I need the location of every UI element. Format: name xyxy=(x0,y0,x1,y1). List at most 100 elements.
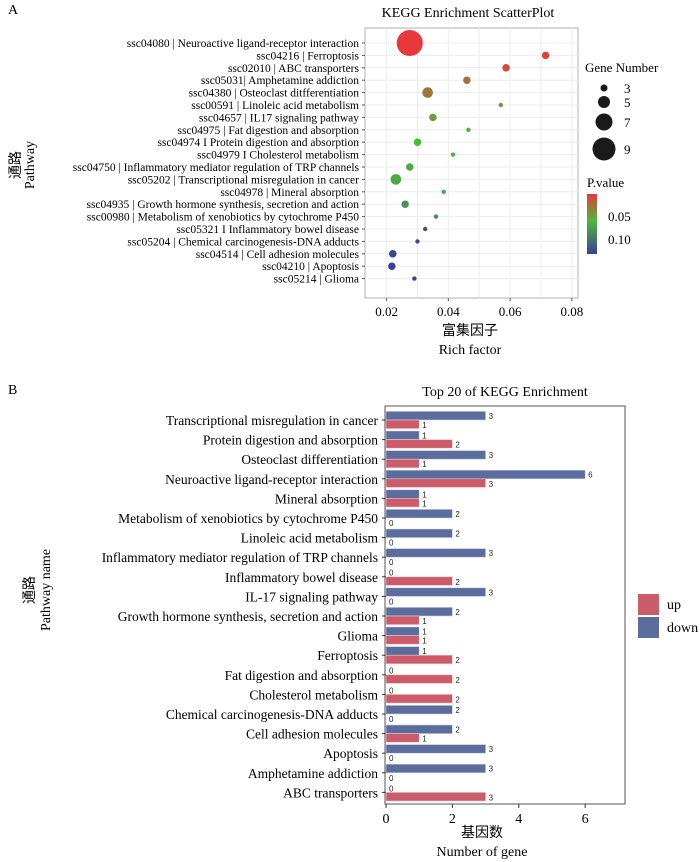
size-legend-label: 5 xyxy=(624,95,631,110)
scatter-y-tick-label: ssc02010 | ABC transporters xyxy=(228,63,360,75)
bar-y-tick-label: Neuroactive ligand-receptor interaction xyxy=(165,472,378,487)
scatter-y-axis-title: 通路 Pathway xyxy=(8,141,38,189)
scatter-point xyxy=(401,200,409,208)
legend-label-down: down xyxy=(667,621,698,636)
scatter-point xyxy=(502,64,510,72)
scatter-y-tick-label: ssc00591 | Linoleic acid metabolism xyxy=(191,100,359,112)
scatter-point xyxy=(406,163,414,171)
bar-down xyxy=(385,509,453,519)
bar-up xyxy=(385,458,420,469)
bar-up xyxy=(385,694,453,704)
bar-plot-area: Transcriptional misregulation in cancer P… xyxy=(102,405,626,827)
scatter-xlabel: Rich factor xyxy=(439,343,502,358)
scatter-y-tick-label: ssc00980 | Metabolism of xenobiotics by … xyxy=(87,212,359,224)
bar-down-value-label: 1 xyxy=(422,490,427,499)
bar-down-value-label: 0 xyxy=(389,569,394,578)
scatter-y-tick-label: ssc04975 | Fat digestion and absorption xyxy=(178,125,360,137)
scatter-point xyxy=(466,127,471,132)
bar-y-tick-label: Osteoclast differentiation xyxy=(241,452,378,467)
bar-down xyxy=(385,744,486,754)
scatter-xlabel-cn: 富集因子 xyxy=(442,322,498,339)
bar-up-value-label: 1 xyxy=(422,421,427,430)
scatter-point xyxy=(422,87,433,98)
scatter-y-tick-label: ssc04750 | Inflammatory mediator regulat… xyxy=(73,162,360,174)
size-legend-circle xyxy=(598,96,610,108)
bar-y-axis-title: 通路 Pathway name xyxy=(22,549,54,631)
legend-swatch-down xyxy=(638,617,659,638)
scatter-point xyxy=(433,214,439,219)
scatter-y-tick-label: ssc04978 | Mineral absorption xyxy=(220,187,359,199)
legend-swatch-up xyxy=(638,594,659,615)
bar-x-ticks: 0 2 4 6 xyxy=(383,804,589,827)
bar-up-value-label: 1 xyxy=(422,460,427,469)
bar-up xyxy=(385,478,486,488)
scatter-points xyxy=(388,29,550,281)
bar-y-tick-label: Metabolism of xenobiotics by cytochrome … xyxy=(118,511,378,526)
bar-y-tick-label: IL-17 signaling pathway xyxy=(245,589,378,604)
bar-down-value-label: 0 xyxy=(389,784,394,793)
bar-y-tick-label: Apoptosis xyxy=(323,746,378,761)
size-legend-label: 7 xyxy=(624,115,631,130)
bar-y-tick-label: Protein digestion and absorption xyxy=(203,433,378,448)
scatter-y-tick-labels: ssc04080 | Neuroactive ligand-receptor i… xyxy=(73,38,365,286)
bar-down-value-label: 3 xyxy=(489,412,494,421)
bar-up-value-label: 0 xyxy=(389,539,394,548)
size-legend-circle xyxy=(595,113,613,131)
bar-down xyxy=(385,450,486,460)
bar-up-value-label: 3 xyxy=(489,480,494,489)
bar-xlabel: Number of gene xyxy=(437,845,528,860)
bar-up-value-label: 1 xyxy=(422,499,427,508)
scatter-y-tick-label: ssc04979 I Cholesterol metabolism xyxy=(197,150,359,162)
scatter-x-tick-label: 0.06 xyxy=(499,304,522,319)
scatter-point xyxy=(415,239,420,244)
scatter-ylabel-cn: 通路 xyxy=(8,151,24,179)
bar-up xyxy=(385,419,420,429)
size-legend-label: 3 xyxy=(624,81,631,96)
bar-down xyxy=(385,724,453,734)
bar-y-tick-label: Cell adhesion molecules xyxy=(246,727,378,742)
bar-down-value-label: 3 xyxy=(489,451,494,460)
bar-down-value-label: 3 xyxy=(489,588,494,597)
scatter-point xyxy=(396,29,423,57)
pvalue-legend: P.value 0.05 0.10 xyxy=(587,175,631,254)
bar-y-tick-label: Mineral absorption xyxy=(275,491,378,506)
bar-down xyxy=(385,646,420,656)
bar-down xyxy=(385,411,486,421)
pvalue-label-0: 0.05 xyxy=(608,209,631,224)
bar-up-value-label: 2 xyxy=(455,695,460,704)
bar-down xyxy=(385,469,586,480)
bar-up xyxy=(385,792,486,802)
bar-up xyxy=(385,439,453,449)
scatter-point xyxy=(429,113,437,122)
size-legend-label: 9 xyxy=(624,142,631,157)
bar-legend: up down xyxy=(638,594,698,638)
bar-up-value-label: 0 xyxy=(389,558,394,567)
scatter-y-tick-label: ssc05214 | Glioma xyxy=(274,274,359,286)
scatter-y-tick-label: ssc04935 | Growth hormone synthesis, sec… xyxy=(86,199,359,211)
bar-y-tick-label: Cholesterol metabolism xyxy=(249,687,378,702)
bar-x-tick-label: 4 xyxy=(515,812,522,827)
bar-down xyxy=(385,587,486,597)
scatter-x-tick-label: 0.08 xyxy=(560,304,583,319)
bar-down-value-label: 0 xyxy=(389,667,394,676)
bar-up-value-label: 0 xyxy=(389,715,394,724)
scatter-y-tick-label: ssc05202 | Transcriptional misregulation… xyxy=(128,174,359,186)
bar-y-tick-label: Linoleic acid metabolism xyxy=(241,531,379,546)
bar-up-value-label: 0 xyxy=(389,754,394,763)
scatter-point xyxy=(463,76,471,84)
size-legend: Gene Number 35 7 9 xyxy=(585,60,659,161)
bar-y-tick-labels: Transcriptional misregulation in cancer P… xyxy=(102,413,386,800)
bar-up-value-label: 1 xyxy=(422,735,427,744)
bar-down xyxy=(385,763,486,774)
scatter-y-tick-label: ssc05321 I Inflammatory bowel disease xyxy=(176,224,359,236)
bar-up-value-label: 0 xyxy=(389,597,394,606)
bar-y-tick-label: Inflammatory mediator regulation of TRP … xyxy=(102,550,378,565)
bar-down-value-label: 6 xyxy=(588,471,593,480)
bar-down xyxy=(385,626,420,636)
bar-y-tick-label: Chemical carcinogenesis-DNA adducts xyxy=(166,707,378,722)
bar-down xyxy=(385,607,453,617)
bar-down xyxy=(385,705,453,715)
bar-down xyxy=(385,430,420,440)
pvalue-label-1: 0.10 xyxy=(608,232,631,247)
